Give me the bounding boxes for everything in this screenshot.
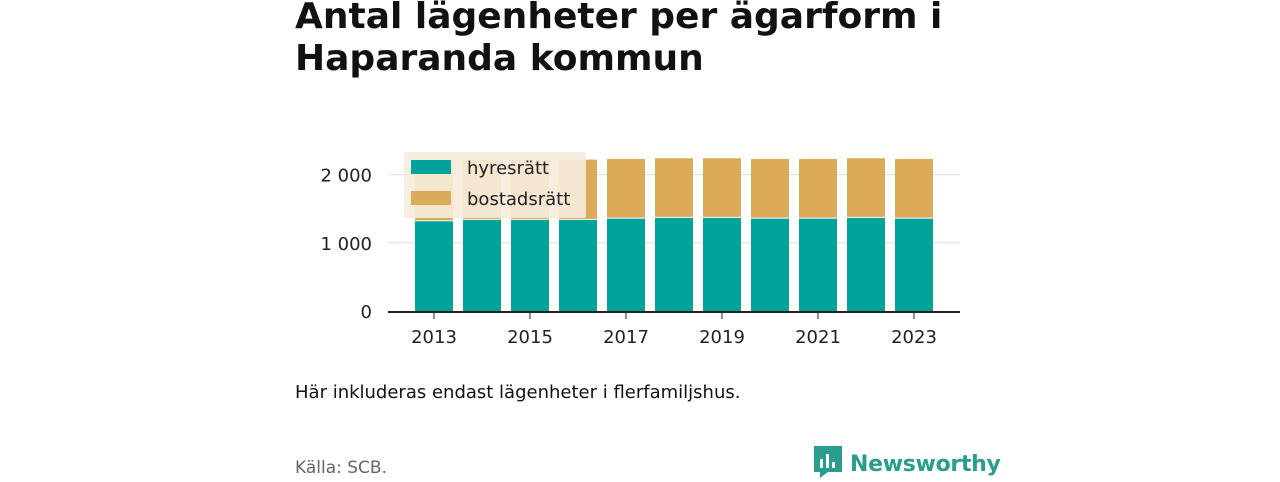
newsworthy-logo[interactable]: Newsworthy: [814, 446, 1001, 482]
bar-hyresratt: [511, 218, 549, 311]
bar-bostadsratt: [799, 158, 837, 218]
bar-bostadsratt: [607, 158, 645, 218]
bar-hyresratt: [415, 220, 453, 311]
bar-hyresratt: [751, 217, 789, 311]
legend-label: bostadsrätt: [467, 189, 570, 210]
y-axis-ticks: 0 1 000 2 000: [320, 166, 372, 323]
bar-bostadsratt: [703, 158, 741, 217]
x-axis-ticks: 2013 2015 2017 2019 2021 2023: [411, 313, 937, 348]
bar-bostadsratt: [751, 158, 789, 218]
x-tick-label: 2023: [891, 327, 937, 348]
y-tick-label: 0: [361, 302, 372, 323]
y-tick-label: 2 000: [320, 166, 372, 187]
stacked-bar-chart: 0 1 000 2 000 2013 2015 2017 2019 2021 2023 hyr…: [320, 152, 960, 348]
y-tick-label: 1 000: [320, 234, 372, 255]
bar-hyresratt: [463, 218, 501, 311]
x-tick-label: 2013: [411, 327, 457, 348]
brand-name: Newsworthy: [850, 451, 1001, 477]
bar-hyresratt: [559, 218, 597, 311]
bar-bostadsratt: [895, 158, 933, 218]
legend-label: hyresrätt: [467, 158, 549, 179]
bar-hyresratt: [607, 217, 645, 311]
bar-bostadsratt: [847, 158, 885, 217]
bar-hyresratt: [655, 216, 693, 311]
bar-chart-speech-bubble-icon: [814, 446, 842, 482]
chart-note: Här inkluderas endast lägenheter i flerf…: [295, 382, 741, 403]
legend: hyresrätt bostadsrätt: [404, 152, 586, 218]
bar-hyresratt: [895, 217, 933, 311]
x-tick-label: 2017: [603, 327, 649, 348]
bar-hyresratt: [703, 216, 741, 311]
chart-title: Antal lägenheter per ägarform i Haparand…: [295, 0, 943, 79]
legend-swatch: [411, 160, 451, 174]
source-label: Källa: SCB.: [295, 458, 387, 478]
bar-bostadsratt: [655, 158, 693, 217]
x-tick-label: 2019: [699, 327, 745, 348]
bar-hyresratt: [799, 217, 837, 311]
x-tick-label: 2021: [795, 327, 841, 348]
x-tick-label: 2015: [507, 327, 553, 348]
legend-swatch: [411, 191, 451, 205]
bar-hyresratt: [847, 216, 885, 311]
